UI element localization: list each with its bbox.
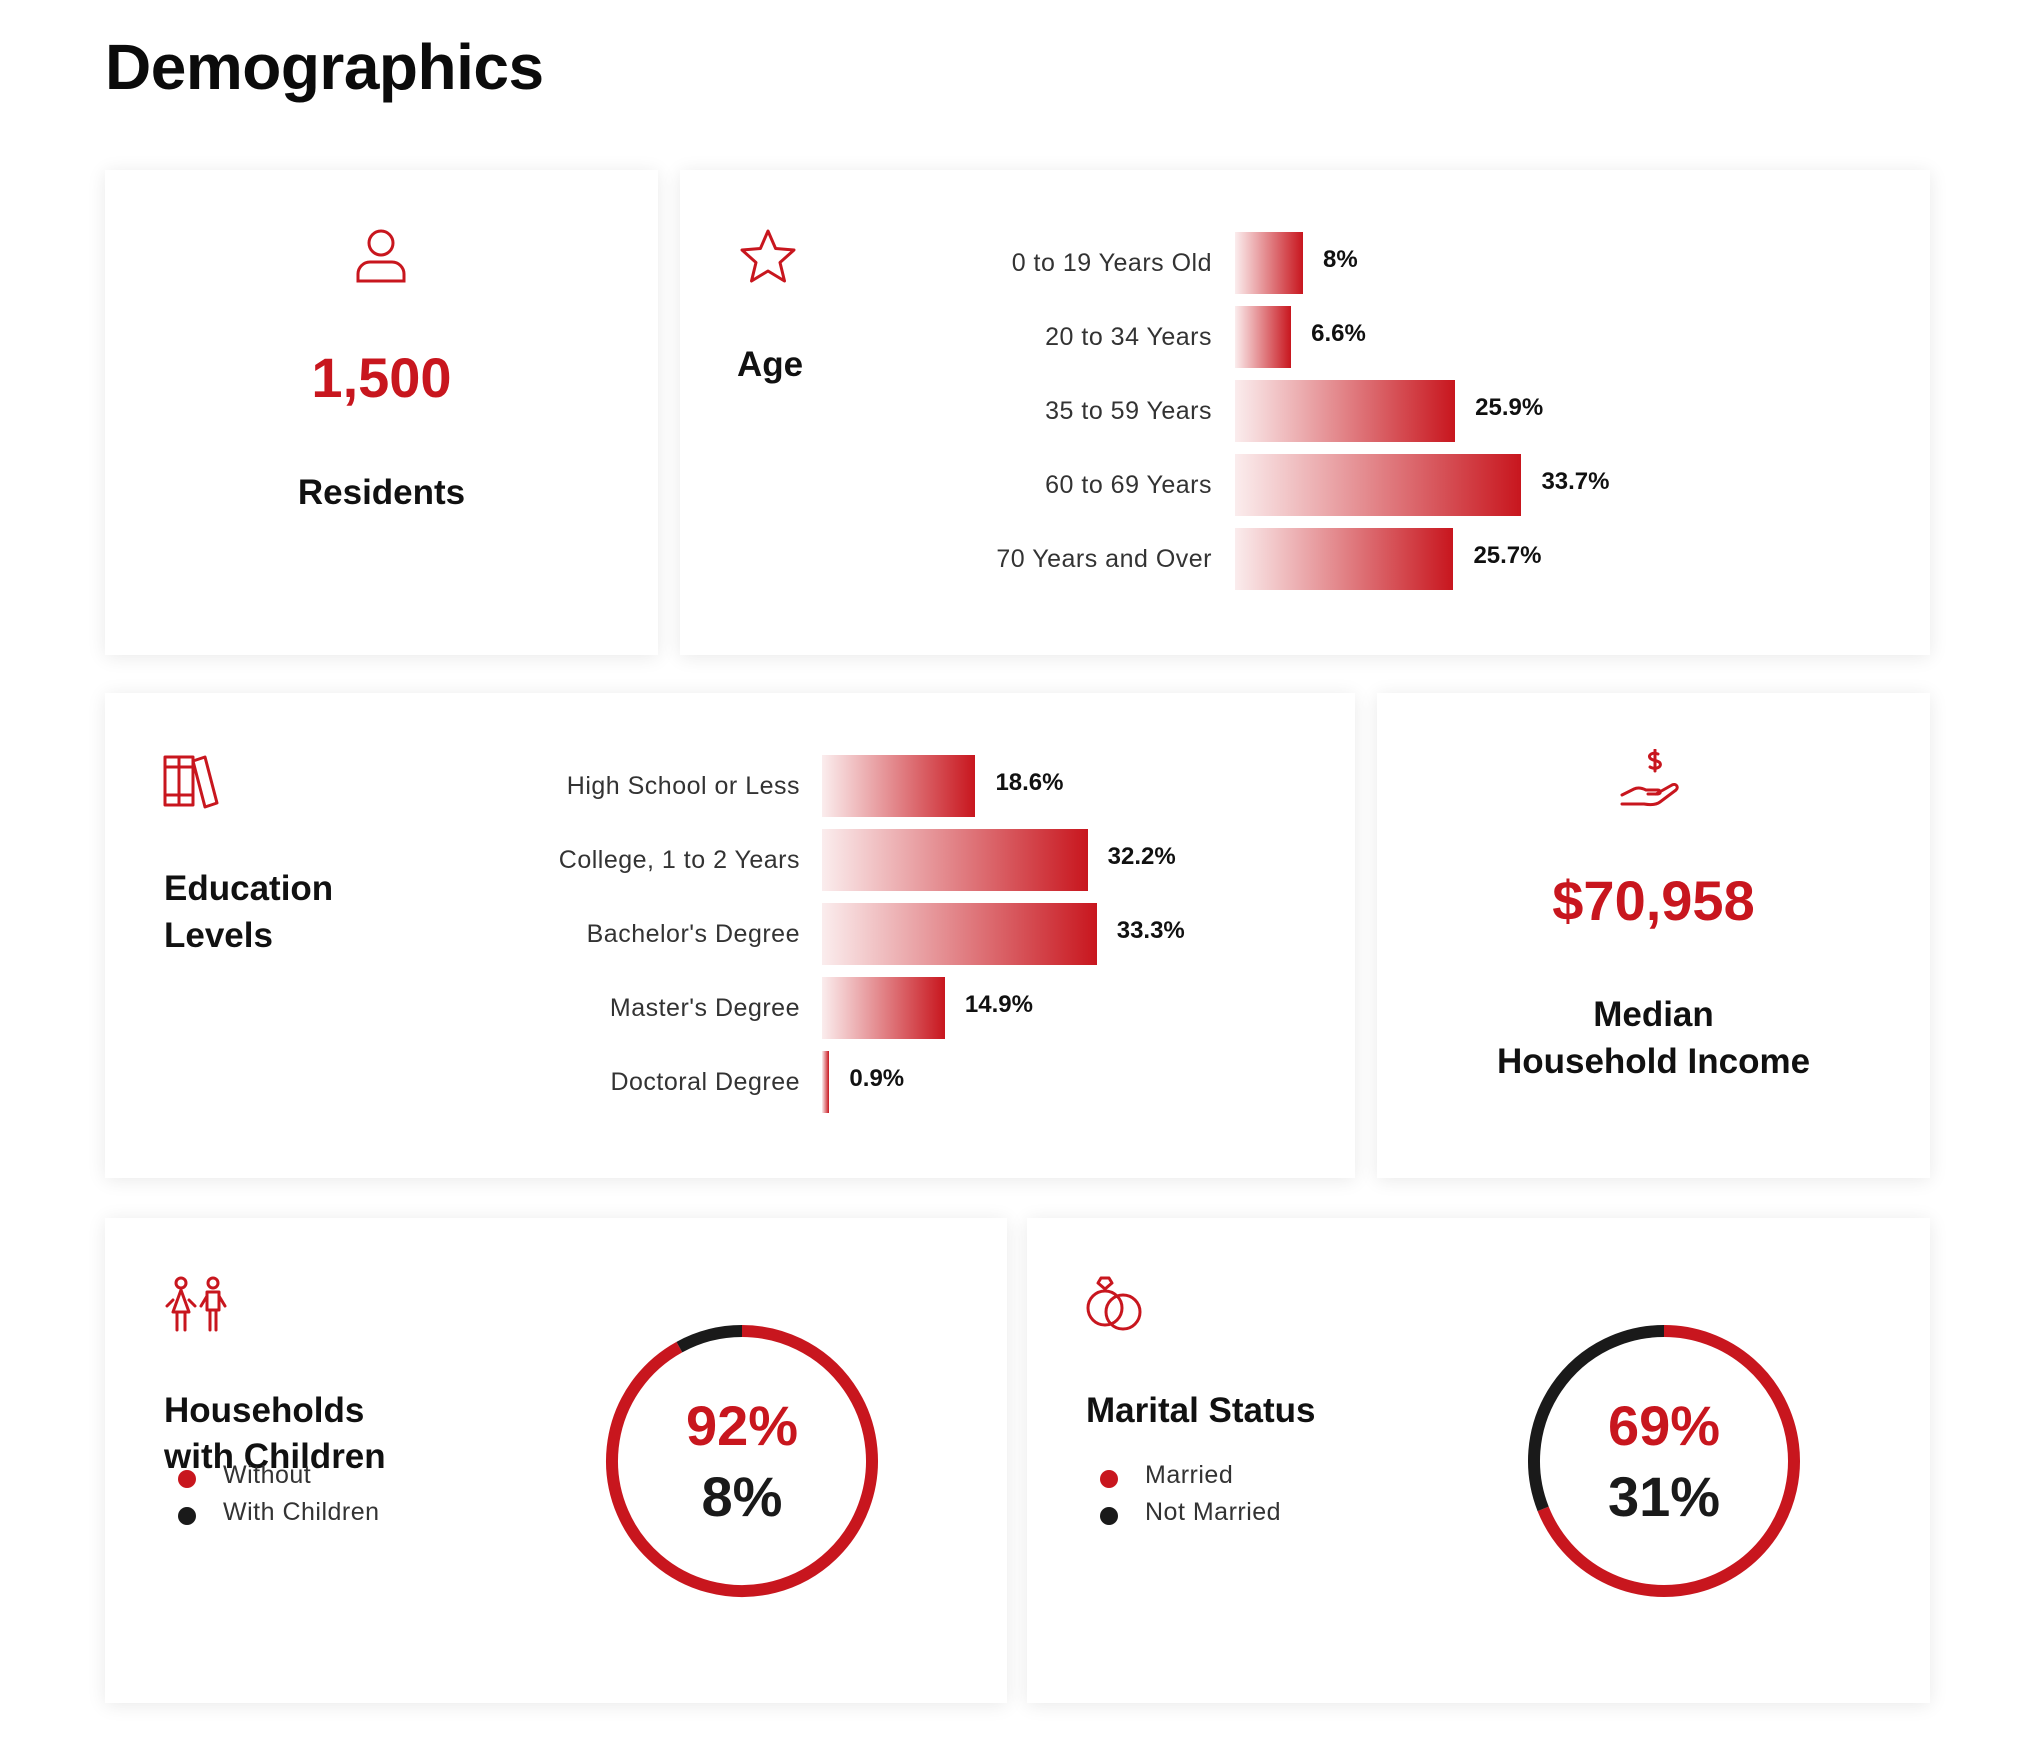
legend-dot-with-children [178,1507,196,1525]
education-bar-bar [822,1051,830,1113]
marital-title: Marital Status [1086,1391,1316,1430]
age-bar-value: 25.9% [1475,394,1544,421]
education-bar-label: High School or Less [566,772,800,800]
education-bar-label: Master's Degree [609,994,800,1022]
rings-icon [1085,1274,1143,1332]
education-bar-row: College, 1 to 2 Years 32.2% [105,829,1355,891]
age-title: Age [737,345,804,384]
residents-value: 1,500 [311,346,452,409]
age-card: Age 0 to 19 Years Old 8% 20 to 34 Years 6.6… [680,170,1930,655]
households-donut-chart: 92% 8% [602,1321,882,1601]
marital-donut-slice [1528,1325,1665,1512]
education-bar-chart: High School or Less 18.6% College, 1 to 2 … [105,755,1355,1125]
age-bar-label: 20 to 34 Years [1045,323,1212,351]
education-bar-row: Bachelor's Degree 33.3% [105,903,1355,965]
legend-dot-without [178,1470,196,1488]
age-bar-row: 35 to 59 Years 25.9% [680,380,1930,442]
households-pct-primary: 92% [685,1394,799,1457]
education-title: Education Levels [164,865,333,959]
education-bar-label: Doctoral Degree [610,1068,800,1096]
age-bar-bar [1235,232,1303,294]
education-bar-row: High School or Less 18.6% [105,755,1355,817]
legend-dot-married [1100,1470,1118,1488]
households-card: Households with Children Without With Ch… [105,1218,1007,1703]
legend-label-not-married: Not Married [1145,1498,1282,1526]
legend-dot-not-married [1100,1507,1118,1525]
age-bar-label: 60 to 69 Years [1045,471,1212,499]
income-label: Median Household Income [1377,991,1930,1085]
education-bar-bar [822,829,1088,891]
legend-label-without: Without [223,1461,312,1489]
age-bar-chart: 0 to 19 Years Old 8% 20 to 34 Years 6.6% 35 … [680,232,1930,602]
households-title-line1: Households [164,1391,365,1430]
age-bar-label: 70 Years and Over [996,545,1212,573]
education-bar-bar [822,755,976,817]
residents-label: Residents [297,473,466,512]
age-bar-label: 0 to 19 Years Old [1011,249,1212,277]
income-label-line2: Household Income [1496,1042,1811,1081]
households-title: Households with Children [164,1388,386,1480]
age-bar-bar [1235,380,1456,442]
education-bar-value: 14.9% [964,991,1033,1018]
legend-label-with-children: With Children [223,1498,380,1526]
education-bar-row: Master's Degree 14.9% [105,977,1355,1039]
marital-donut-slice [1537,1325,1800,1597]
education-title-line2: Levels [164,916,273,955]
education-title-line1: Education [164,869,334,908]
education-card: Education Levels High School or Less 18.6… [105,693,1355,1178]
age-bar-bar [1235,528,1454,590]
education-bar-label: Bachelor's Degree [586,920,800,948]
age-bar-value: 8% [1323,246,1358,273]
households-pct-secondary: 8% [701,1465,783,1528]
education-bar-bar [822,903,1097,965]
income-value: $70,958 [1552,869,1755,932]
income-card: $70,958 Median Household Income [1377,693,1930,1178]
legend-label-married: Married [1145,1461,1234,1489]
age-bar-bar [1235,454,1522,516]
education-bar-bar [822,977,945,1039]
books-icon [163,753,219,809]
age-bar-row: 0 to 19 Years Old 8% [680,232,1930,294]
age-bar-row: 60 to 69 Years 33.7% [680,454,1930,516]
education-bar-label: College, 1 to 2 Years [558,846,800,874]
age-bar-label: 35 to 59 Years [1045,397,1212,425]
age-bar-row: 20 to 34 Years 6.6% [680,306,1930,368]
marital-pct-primary: 69% [1607,1394,1721,1457]
star-icon [738,228,798,286]
education-bar-value: 18.6% [995,769,1064,796]
marital-pct-secondary: 31% [1607,1465,1721,1528]
income-label-line1: Median [1593,995,1714,1034]
residents-card: 1,500 Residents [105,170,658,655]
age-bar-row: 70 Years and Over 25.7% [680,528,1930,590]
children-icon [165,1276,229,1332]
households-title-line2: with Children [164,1437,386,1476]
education-bar-value: 33.3% [1116,917,1185,944]
person-icon [355,228,407,284]
page-title: Demographics [105,31,544,103]
marital-card: Marital Status Married Not Married 69% 3… [1027,1218,1930,1703]
age-bar-value: 6.6% [1311,320,1366,347]
education-bar-value: 0.9% [849,1065,905,1092]
education-bar-row: Doctoral Degree 0.9% [105,1051,1355,1113]
hand-dollar-icon [1620,749,1686,809]
age-bar-value: 33.7% [1541,468,1610,495]
age-bar-bar [1235,306,1292,368]
age-bar-value: 25.7% [1473,542,1542,569]
marital-donut-chart: 69% 31% [1524,1321,1804,1601]
households-donut-slice [676,1325,743,1353]
education-bar-value: 32.2% [1107,843,1176,870]
households-donut-slice [606,1325,878,1597]
